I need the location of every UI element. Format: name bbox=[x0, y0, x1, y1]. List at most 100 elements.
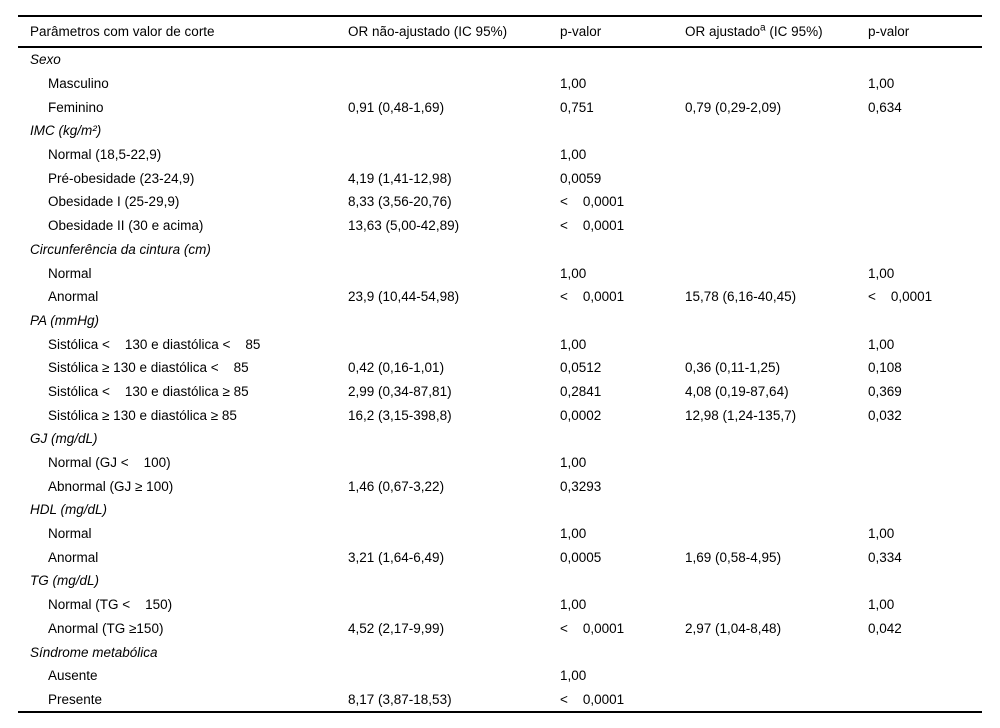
table-row: Normal (GJ < 100) 1,00 bbox=[18, 451, 982, 475]
row-label: Sistólica ≥ 130 e diastólica < 85 bbox=[48, 360, 249, 376]
section-title: PA (mmHg) bbox=[30, 312, 99, 328]
p-value-adjusted bbox=[868, 451, 982, 475]
or-adjusted-value bbox=[685, 522, 868, 546]
row-label: Normal bbox=[48, 526, 92, 542]
or-adjusted-value: 2,97 (1,04-8,48) bbox=[685, 620, 782, 636]
or-unadjusted-value: 23,9 (10,44-54,98) bbox=[348, 289, 460, 305]
table-row: Normal 1,00 1,00 bbox=[18, 522, 982, 546]
p-value-unadjusted: 1,00 bbox=[560, 265, 587, 281]
row-label: Ausente bbox=[48, 668, 98, 684]
section-title: Síndrome metabólica bbox=[30, 644, 158, 660]
row-label: Sistólica < 130 e diastólica < 85 bbox=[48, 336, 261, 352]
row-label: Normal (GJ < 100) bbox=[48, 455, 171, 471]
row-label: Anormal (TG ≥150) bbox=[48, 620, 164, 636]
p-value-adjusted: 0,032 bbox=[868, 407, 902, 423]
or-unadjusted-value: 1,46 (0,67-3,22) bbox=[348, 478, 445, 494]
table-row: Sistólica < 130 e diastólica ≥ 85 2,99 (0… bbox=[18, 380, 982, 404]
p-value-unadjusted: 1,00 bbox=[560, 336, 587, 352]
results-table-container: Parâmetros com valor de corte OR não-aju… bbox=[18, 15, 982, 714]
table-row: Pré-obesidade (23-24,9) 4,19 (1,41-12,98)… bbox=[18, 166, 982, 190]
p-value-adjusted bbox=[868, 143, 982, 167]
section-title: Sexo bbox=[30, 52, 61, 68]
p-value-unadjusted: 0,0005 bbox=[560, 549, 602, 565]
section-header-row: Circunferência da cintura (cm) bbox=[18, 238, 982, 262]
or-adjusted-value bbox=[685, 72, 868, 96]
or-unadjusted-value bbox=[348, 593, 560, 617]
p-value-adjusted: 1,00 bbox=[868, 526, 895, 542]
or-adjusted-value bbox=[685, 593, 868, 617]
or-unadjusted-value bbox=[348, 332, 560, 356]
or-unadjusted-value: 8,17 (3,87-18,53) bbox=[348, 691, 452, 707]
section-header-row: Sexo bbox=[18, 47, 982, 72]
row-label: Presente bbox=[48, 691, 103, 707]
table-row: Anormal 23,9 (10,44-54,98) < 0,0001 15,78 (… bbox=[18, 285, 982, 309]
p-value-unadjusted: 0,751 bbox=[560, 99, 594, 115]
or-unadjusted-value: 4,19 (1,41-12,98) bbox=[348, 170, 452, 186]
col-header-or-adjusted-text: OR ajustado bbox=[685, 24, 761, 39]
row-label: Abnormal (GJ ≥ 100) bbox=[48, 478, 174, 494]
or-adjusted-value: 15,78 (6,16-40,45) bbox=[685, 289, 797, 305]
p-value-adjusted: 1,00 bbox=[868, 336, 895, 352]
row-label: Obesidade II (30 e acima) bbox=[48, 218, 204, 234]
p-value-adjusted: 0,369 bbox=[868, 383, 902, 399]
table-row: Sistólica ≥ 130 e diastólica < 85 0,42 (0… bbox=[18, 356, 982, 380]
or-unadjusted-value: 16,2 (3,15-398,8) bbox=[348, 407, 452, 423]
section-title: HDL (mg/dL) bbox=[30, 502, 108, 518]
p-value-adjusted: 0,634 bbox=[868, 99, 902, 115]
or-adjusted-value: 0,79 (0,29-2,09) bbox=[685, 99, 782, 115]
or-unadjusted-value: 8,33 (3,56-20,76) bbox=[348, 194, 452, 210]
col-header-or-adjusted: OR ajustadoa (IC 95%) bbox=[685, 16, 868, 47]
or-adjusted-value bbox=[685, 688, 868, 713]
odds-ratio-table: Parâmetros com valor de corte OR não-aju… bbox=[18, 15, 982, 714]
p-value-adjusted bbox=[868, 214, 982, 238]
or-adjusted-value bbox=[685, 261, 868, 285]
p-value-unadjusted: 1,00 bbox=[560, 668, 587, 684]
or-adjusted-value bbox=[685, 474, 868, 498]
section-title: GJ (mg/dL) bbox=[30, 431, 98, 447]
table-row: Sistólica < 130 e diastólica < 85 1,00 1,0… bbox=[18, 332, 982, 356]
row-label: Pré-obesidade (23-24,9) bbox=[48, 170, 195, 186]
row-label: Feminino bbox=[48, 99, 104, 115]
section-title: TG (mg/dL) bbox=[30, 573, 100, 589]
table-row: Normal (18,5-22,9) 1,00 bbox=[18, 143, 982, 167]
table-row: Masculino 1,00 1,00 bbox=[18, 72, 982, 96]
col-header-p-value-unadjusted: p-valor bbox=[560, 24, 602, 39]
table-row: Obesidade II (30 e acima) 13,63 (5,00-42,… bbox=[18, 214, 982, 238]
p-value-unadjusted: 0,0002 bbox=[560, 407, 602, 423]
table-body: Sexo Masculino 1,00 1,00 Feminino 0,91 (0,48-… bbox=[18, 47, 982, 712]
p-value-unadjusted: < 0,0001 bbox=[560, 691, 625, 707]
p-value-unadjusted: 1,00 bbox=[560, 455, 587, 471]
section-header-row: HDL (mg/dL) bbox=[18, 498, 982, 522]
or-adjusted-value: 4,08 (0,19-87,64) bbox=[685, 383, 789, 399]
p-value-adjusted: 1,00 bbox=[868, 265, 895, 281]
section-header-row: IMC (kg/m²) bbox=[18, 119, 982, 143]
p-value-unadjusted: 0,3293 bbox=[560, 478, 602, 494]
col-header-p-value-adjusted: p-valor bbox=[868, 24, 910, 39]
p-value-adjusted: 0,108 bbox=[868, 360, 902, 376]
row-label: Normal (18,5-22,9) bbox=[48, 147, 162, 163]
col-header-parameters: Parâmetros com valor de corte bbox=[30, 24, 215, 39]
p-value-adjusted bbox=[868, 688, 982, 713]
or-adjusted-value bbox=[685, 214, 868, 238]
p-value-unadjusted: 1,00 bbox=[560, 76, 587, 92]
p-value-unadjusted: 0,2841 bbox=[560, 383, 602, 399]
table-row: Anormal (TG ≥150) 4,52 (2,17-9,99) < 0,000… bbox=[18, 617, 982, 641]
section-header-row: PA (mmHg) bbox=[18, 309, 982, 333]
row-label: Sistólica ≥ 130 e diastólica ≥ 85 bbox=[48, 407, 237, 423]
row-label: Normal (TG < 150) bbox=[48, 597, 173, 613]
or-adjusted-value: 12,98 (1,24-135,7) bbox=[685, 407, 797, 423]
row-label: Masculino bbox=[48, 76, 109, 92]
table-row: Abnormal (GJ ≥ 100) 1,46 (0,67-3,22) 0,329… bbox=[18, 474, 982, 498]
or-adjusted-value bbox=[685, 143, 868, 167]
p-value-adjusted bbox=[868, 474, 982, 498]
p-value-adjusted bbox=[868, 664, 982, 688]
footnote-marker-a: a bbox=[760, 22, 766, 34]
p-value-unadjusted: 1,00 bbox=[560, 597, 587, 613]
p-value-unadjusted: < 0,0001 bbox=[560, 289, 625, 305]
section-header-row: TG (mg/dL) bbox=[18, 569, 982, 593]
table-row: Feminino 0,91 (0,48-1,69) 0,751 0,79 (0,29-… bbox=[18, 95, 982, 119]
col-header-or-unadjusted: OR não-ajustado (IC 95%) bbox=[348, 24, 508, 39]
or-adjusted-value bbox=[685, 332, 868, 356]
p-value-adjusted: 0,042 bbox=[868, 620, 902, 636]
col-header-or-adjusted-ci: (IC 95%) bbox=[765, 24, 823, 39]
